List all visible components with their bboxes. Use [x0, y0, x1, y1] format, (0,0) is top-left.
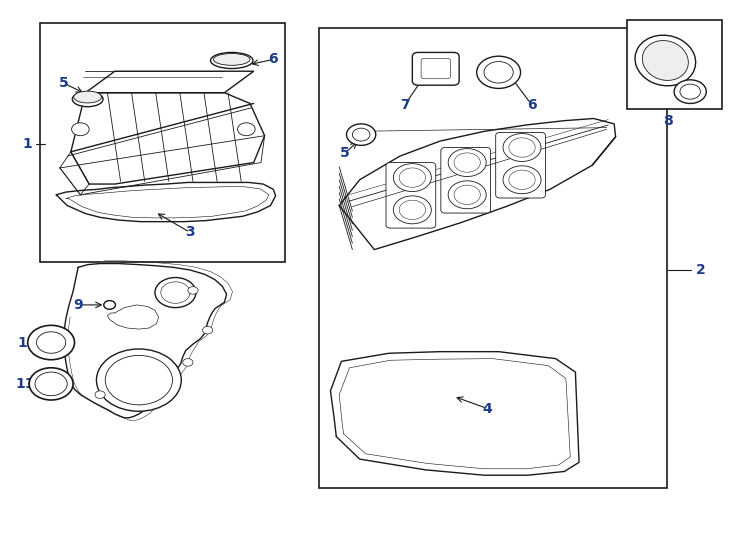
- Ellipse shape: [73, 92, 103, 107]
- Circle shape: [454, 185, 480, 205]
- Text: 1: 1: [22, 137, 32, 151]
- Circle shape: [95, 391, 105, 399]
- Circle shape: [503, 133, 541, 161]
- Polygon shape: [85, 71, 254, 93]
- Circle shape: [105, 355, 172, 405]
- Text: 11: 11: [15, 377, 35, 391]
- Circle shape: [188, 287, 198, 294]
- Circle shape: [203, 326, 213, 334]
- Text: 4: 4: [483, 402, 493, 416]
- Polygon shape: [64, 264, 227, 418]
- Circle shape: [509, 138, 535, 157]
- Bar: [40, 23, 285, 262]
- Circle shape: [680, 84, 700, 99]
- Circle shape: [161, 282, 190, 303]
- Bar: [627, 20, 722, 109]
- Circle shape: [72, 123, 89, 136]
- Text: 6: 6: [527, 98, 537, 112]
- Polygon shape: [339, 118, 616, 249]
- Circle shape: [346, 124, 376, 145]
- Circle shape: [674, 80, 706, 104]
- Ellipse shape: [74, 91, 101, 103]
- Text: 6: 6: [269, 52, 278, 66]
- Circle shape: [155, 278, 196, 308]
- Ellipse shape: [635, 35, 696, 86]
- Text: 5: 5: [340, 146, 350, 160]
- Circle shape: [35, 372, 68, 396]
- FancyBboxPatch shape: [441, 147, 490, 213]
- FancyBboxPatch shape: [386, 163, 436, 228]
- Circle shape: [393, 196, 432, 224]
- Circle shape: [503, 166, 541, 194]
- FancyBboxPatch shape: [413, 52, 459, 85]
- Circle shape: [509, 170, 535, 190]
- Circle shape: [393, 164, 432, 192]
- Circle shape: [29, 368, 73, 400]
- Circle shape: [28, 325, 75, 360]
- Text: 9: 9: [73, 298, 83, 312]
- Text: 8: 8: [664, 114, 673, 128]
- Bar: [319, 28, 666, 488]
- Circle shape: [484, 62, 513, 83]
- Circle shape: [476, 56, 520, 89]
- Text: 3: 3: [185, 225, 195, 239]
- Text: 2: 2: [696, 263, 705, 277]
- FancyBboxPatch shape: [421, 58, 451, 79]
- Circle shape: [454, 153, 480, 172]
- Text: 7: 7: [400, 98, 410, 112]
- Circle shape: [103, 301, 115, 309]
- Circle shape: [448, 181, 486, 209]
- Circle shape: [352, 128, 370, 141]
- Polygon shape: [71, 93, 265, 184]
- Polygon shape: [60, 136, 265, 195]
- Circle shape: [399, 168, 426, 187]
- FancyBboxPatch shape: [495, 132, 545, 198]
- Ellipse shape: [214, 53, 250, 65]
- Circle shape: [103, 301, 115, 309]
- Polygon shape: [60, 152, 89, 195]
- Circle shape: [399, 200, 426, 219]
- Polygon shape: [57, 183, 275, 221]
- Circle shape: [96, 349, 181, 411]
- Circle shape: [448, 148, 486, 177]
- Circle shape: [238, 123, 255, 136]
- Text: 5: 5: [59, 76, 68, 90]
- Text: 10: 10: [18, 335, 37, 349]
- Polygon shape: [330, 352, 579, 475]
- Polygon shape: [107, 305, 159, 329]
- Circle shape: [37, 332, 66, 353]
- Ellipse shape: [211, 52, 253, 69]
- Circle shape: [183, 359, 193, 366]
- Ellipse shape: [642, 40, 688, 80]
